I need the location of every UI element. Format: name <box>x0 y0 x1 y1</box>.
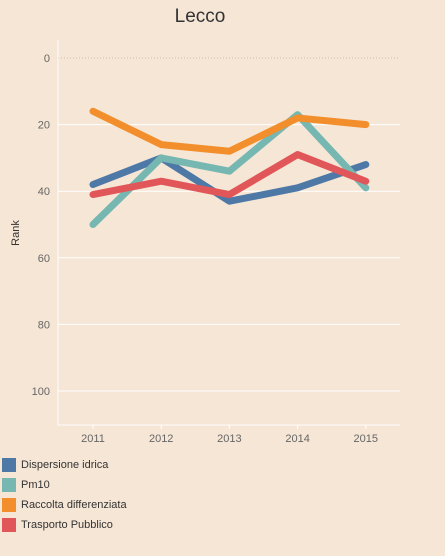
y-axis-title: Rank <box>10 220 22 246</box>
series-line-dispersione-idrica[interactable] <box>89 154 370 205</box>
x-tick-label: 2012 <box>149 433 173 445</box>
legend-label: Raccolta differenziata <box>21 499 127 511</box>
line-chart: 0 20 40 60 80 100 2011 2012 2013 2014 2015 Rank <box>10 40 400 445</box>
legend-item[interactable]: Pm10 <box>2 475 127 495</box>
y-tick-label: 80 <box>38 319 50 331</box>
legend-item[interactable]: Raccolta differenziata <box>2 495 127 515</box>
chart-title: Lecco <box>174 6 226 27</box>
y-tick-label: 40 <box>38 186 50 198</box>
series-line-pm10[interactable] <box>89 111 370 228</box>
legend-item[interactable]: Dispersione idrica <box>2 455 127 475</box>
series-line-trasporto-pubblico[interactable] <box>89 151 370 199</box>
grid-lines <box>58 57 400 392</box>
legend-label: Pm10 <box>21 479 50 491</box>
legend-swatch <box>2 458 16 472</box>
series-line-raccolta-differenziata[interactable] <box>89 107 370 155</box>
y-tick-label: 0 <box>44 53 50 65</box>
y-tick-label: 100 <box>32 386 50 398</box>
legend-item[interactable]: Trasporto Pubblico <box>2 515 127 535</box>
legend-label: Trasporto Pubblico <box>21 519 113 531</box>
y-tick-label: 60 <box>38 253 50 265</box>
legend-swatch <box>2 478 16 492</box>
legend-label: Dispersione idrica <box>21 459 109 471</box>
series-lines <box>89 107 370 228</box>
legend-swatch <box>2 518 16 532</box>
x-tick-label: 2015 <box>354 433 378 445</box>
legend-swatch <box>2 498 16 512</box>
x-tick-label: 2011 <box>81 433 105 445</box>
x-tick-label: 2013 <box>217 433 241 445</box>
y-tick-label: 20 <box>38 120 50 132</box>
axes: 0 20 40 60 80 100 2011 2012 2013 2014 2015 Rank <box>10 40 400 445</box>
legend: Dispersione idrica Pm10 Raccolta differenz… <box>2 455 127 535</box>
x-tick-label: 2014 <box>285 433 309 445</box>
